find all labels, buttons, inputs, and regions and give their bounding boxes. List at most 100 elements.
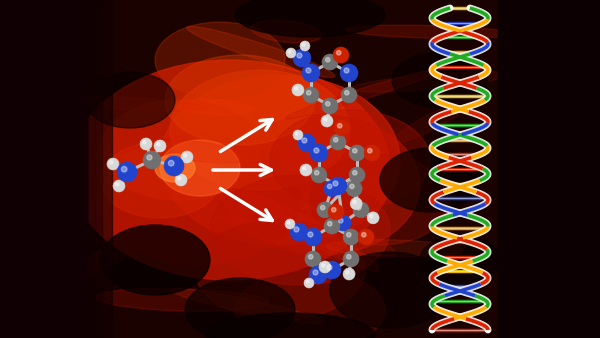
Circle shape: [304, 278, 314, 288]
Circle shape: [116, 183, 119, 186]
Circle shape: [333, 181, 338, 186]
Ellipse shape: [205, 313, 375, 338]
Circle shape: [343, 229, 359, 245]
Circle shape: [367, 212, 379, 224]
Ellipse shape: [310, 155, 450, 245]
Circle shape: [338, 219, 343, 223]
Circle shape: [288, 50, 291, 53]
Circle shape: [169, 161, 174, 166]
Ellipse shape: [270, 110, 430, 210]
Circle shape: [285, 219, 295, 229]
Bar: [87, 0, 102, 338]
Circle shape: [341, 87, 357, 103]
Circle shape: [330, 134, 346, 150]
Circle shape: [302, 167, 306, 170]
Circle shape: [147, 155, 152, 160]
Circle shape: [327, 265, 332, 270]
Circle shape: [302, 64, 320, 82]
Circle shape: [143, 141, 146, 144]
Circle shape: [298, 134, 316, 152]
Circle shape: [338, 123, 342, 128]
Circle shape: [335, 215, 351, 231]
Circle shape: [286, 48, 296, 58]
Circle shape: [290, 223, 308, 241]
Circle shape: [358, 229, 374, 245]
Circle shape: [314, 170, 319, 175]
Circle shape: [320, 206, 325, 210]
Circle shape: [306, 280, 309, 283]
Ellipse shape: [155, 22, 285, 98]
Circle shape: [322, 54, 338, 70]
Circle shape: [343, 251, 359, 267]
Circle shape: [346, 271, 349, 274]
Circle shape: [350, 184, 354, 189]
Circle shape: [328, 204, 344, 220]
Ellipse shape: [173, 99, 253, 115]
Circle shape: [347, 255, 351, 259]
Bar: [87, 0, 95, 338]
Ellipse shape: [284, 210, 395, 258]
Circle shape: [328, 184, 332, 189]
Ellipse shape: [95, 288, 269, 311]
Circle shape: [184, 154, 187, 157]
Circle shape: [164, 156, 184, 176]
Circle shape: [178, 177, 181, 180]
Circle shape: [305, 251, 321, 267]
Circle shape: [293, 49, 311, 67]
Circle shape: [306, 68, 311, 73]
Ellipse shape: [70, 60, 390, 280]
Circle shape: [364, 145, 380, 161]
Circle shape: [340, 64, 358, 82]
Circle shape: [175, 174, 187, 186]
Ellipse shape: [220, 115, 420, 255]
Circle shape: [287, 221, 290, 224]
Circle shape: [110, 161, 113, 164]
Circle shape: [344, 68, 349, 73]
Ellipse shape: [155, 154, 195, 182]
Circle shape: [347, 233, 351, 237]
Ellipse shape: [272, 149, 372, 195]
Circle shape: [350, 198, 362, 210]
Circle shape: [326, 57, 330, 62]
Circle shape: [368, 148, 372, 153]
Circle shape: [302, 138, 307, 143]
Circle shape: [107, 158, 119, 170]
Ellipse shape: [391, 99, 475, 144]
Circle shape: [181, 151, 193, 163]
Ellipse shape: [100, 100, 260, 200]
Ellipse shape: [170, 70, 350, 190]
Circle shape: [343, 268, 355, 280]
Circle shape: [308, 232, 313, 237]
Ellipse shape: [251, 20, 322, 43]
Circle shape: [334, 120, 350, 136]
Circle shape: [300, 41, 310, 51]
Ellipse shape: [241, 191, 379, 271]
Circle shape: [157, 143, 160, 146]
Ellipse shape: [350, 71, 508, 92]
Circle shape: [356, 206, 361, 210]
Circle shape: [292, 84, 304, 96]
Ellipse shape: [185, 278, 295, 338]
Ellipse shape: [195, 220, 365, 320]
Circle shape: [297, 53, 302, 58]
Circle shape: [324, 180, 340, 197]
Circle shape: [117, 162, 137, 182]
Circle shape: [295, 132, 298, 135]
Circle shape: [324, 218, 340, 234]
Circle shape: [113, 180, 125, 192]
Ellipse shape: [392, 52, 488, 108]
Ellipse shape: [235, 270, 385, 338]
Circle shape: [121, 166, 127, 172]
Circle shape: [323, 261, 341, 279]
Circle shape: [353, 202, 369, 218]
Bar: [85, 0, 500, 338]
Circle shape: [329, 177, 347, 195]
Circle shape: [317, 202, 333, 218]
Ellipse shape: [346, 25, 511, 39]
Circle shape: [334, 138, 338, 142]
Circle shape: [322, 264, 325, 267]
Circle shape: [337, 50, 341, 55]
Circle shape: [322, 98, 338, 114]
Circle shape: [353, 148, 357, 153]
Circle shape: [140, 138, 152, 150]
